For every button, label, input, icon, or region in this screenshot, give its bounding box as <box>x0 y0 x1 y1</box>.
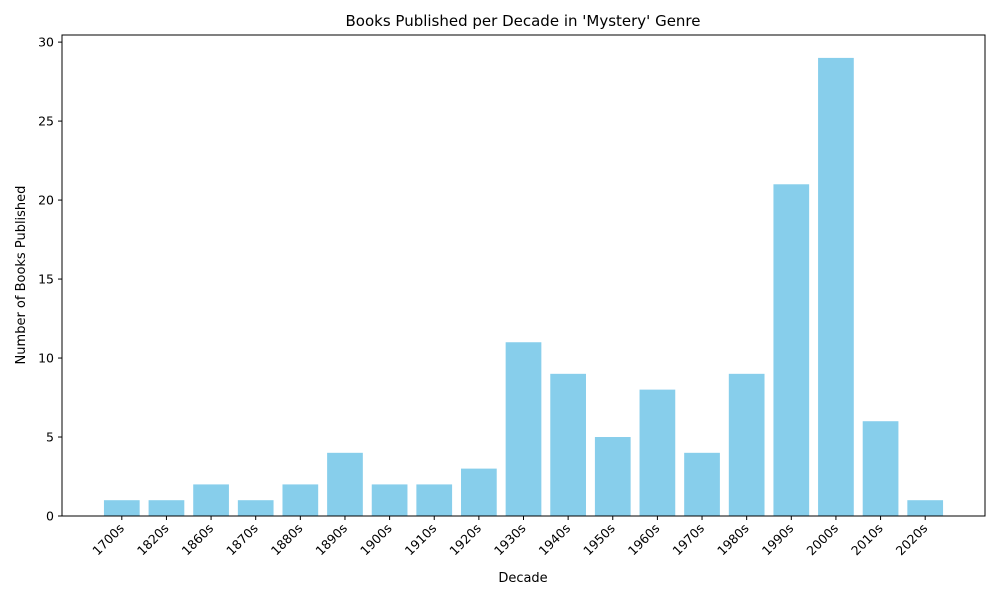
x-axis-label: Decade <box>498 571 547 586</box>
y-tick-label: 15 <box>38 272 54 287</box>
x-tick-label-1820s: 1820s <box>134 521 172 559</box>
x-tick-label-1950s: 1950s <box>580 521 618 559</box>
x-tick-label-1970s: 1970s <box>669 521 707 559</box>
y-tick-label: 5 <box>46 430 54 445</box>
x-tick-label-1870s: 1870s <box>223 521 261 559</box>
y-axis-label: Number of Books Published <box>14 186 29 365</box>
bars-group <box>103 57 944 517</box>
x-tick-label-2020s: 2020s <box>893 521 931 559</box>
x-tick-label-1900s: 1900s <box>357 521 395 559</box>
bar-1930s <box>505 342 542 516</box>
x-tick-label-2000s: 2000s <box>803 521 841 559</box>
x-tick-label-1960s: 1960s <box>625 521 663 559</box>
bar-1700s <box>103 500 140 516</box>
x-tick-label-1700s: 1700s <box>89 521 127 559</box>
bar-1980s <box>728 373 765 516</box>
x-tick-label-1910s: 1910s <box>402 521 440 559</box>
y-tick-label: 20 <box>38 193 54 208</box>
bar-1990s <box>773 184 810 516</box>
bar-1970s <box>684 452 720 516</box>
bar-1910s <box>416 484 453 516</box>
bar-1820s <box>148 500 185 516</box>
chart-title: Books Published per Decade in 'Mystery' … <box>346 12 701 30</box>
bar-1950s <box>594 437 631 516</box>
x-tick-label-1880s: 1880s <box>268 521 306 559</box>
plot-frame <box>61 34 986 517</box>
bar-1890s <box>327 452 363 516</box>
bar-1860s <box>193 484 229 516</box>
x-tick-label-1890s: 1890s <box>312 521 350 559</box>
x-tick-label-1920s: 1920s <box>446 521 484 559</box>
x-tick-label-1940s: 1940s <box>536 521 574 559</box>
y-axis-ticks: 0 5 10 15 20 25 30 <box>38 35 62 524</box>
bar-1920s <box>461 468 497 516</box>
y-tick-label: 10 <box>38 351 54 366</box>
x-tick-label-1930s: 1930s <box>491 521 529 559</box>
bar-1900s <box>371 484 408 516</box>
bar-1940s <box>550 373 586 516</box>
y-tick-label: 25 <box>38 114 54 129</box>
bar-2020s <box>907 500 944 516</box>
x-tick-label-2010s: 2010s <box>848 521 886 559</box>
bar-2010s <box>862 421 899 516</box>
x-tick-label-1990s: 1990s <box>759 521 797 559</box>
x-tick-label-1980s: 1980s <box>714 521 752 559</box>
y-tick-label: 0 <box>46 509 54 524</box>
bar-2000s <box>818 57 854 517</box>
x-tick-label-1860s: 1860s <box>178 521 216 559</box>
bar-1880s <box>282 484 319 516</box>
y-tick-label: 30 <box>38 35 54 50</box>
bar-1870s <box>237 500 274 516</box>
bar-1960s <box>639 389 676 516</box>
x-axis-ticks: 1700s 1820s 1860s 1870s 1880s 1890s 1900s 1910s… <box>89 516 930 558</box>
